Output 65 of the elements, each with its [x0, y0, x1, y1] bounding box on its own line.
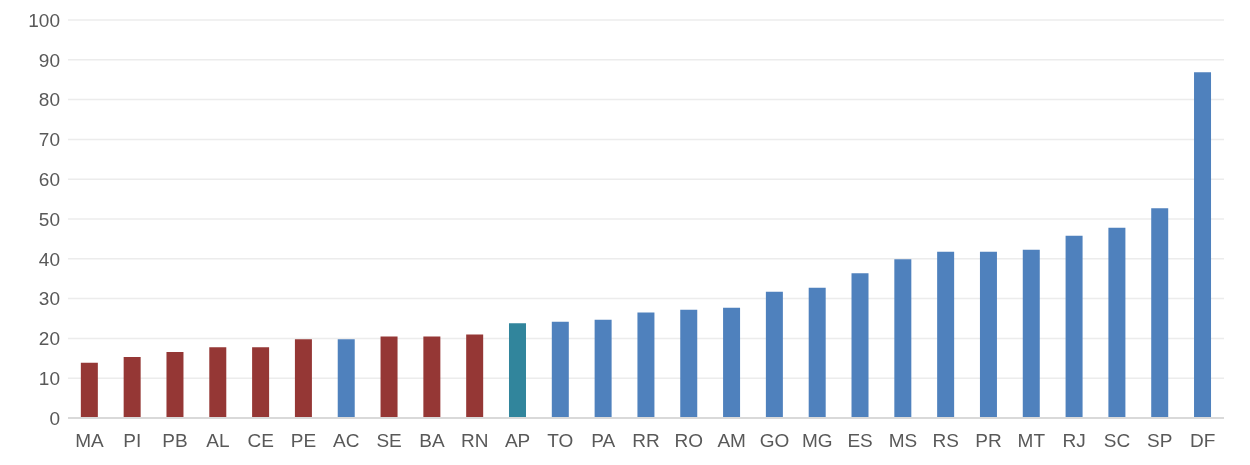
bar	[723, 307, 741, 418]
x-tick-label: MS	[888, 430, 918, 452]
x-tick-label: PB	[162, 430, 188, 452]
y-tick-label: 90	[38, 49, 60, 71]
x-tick-label: PE	[290, 430, 317, 452]
bar	[80, 362, 98, 418]
x-tick-label: CE	[247, 430, 274, 452]
bar	[851, 273, 869, 418]
bar	[466, 334, 484, 418]
x-tick-label: TO	[547, 430, 574, 452]
x-tick-label: RJ	[1062, 430, 1086, 452]
x-tick-label: PI	[123, 430, 142, 452]
y-tick-label: 70	[38, 129, 60, 151]
y-tick-label: 80	[38, 89, 60, 111]
y-tick-label: 60	[38, 168, 60, 190]
x-tick-label: GO	[759, 430, 790, 452]
bar	[123, 357, 141, 418]
x-tick-label: BA	[419, 430, 445, 452]
bar	[551, 321, 569, 418]
x-tick-label: MT	[1017, 430, 1046, 452]
bar	[423, 336, 441, 418]
bar	[680, 309, 698, 418]
y-tick-label: 30	[38, 288, 60, 310]
x-tick-label: PR	[975, 430, 1002, 452]
x-tick-label: SC	[1103, 430, 1131, 452]
y-tick-label: 10	[38, 367, 60, 389]
bar	[1108, 227, 1126, 418]
x-tick-label: RO	[674, 430, 704, 452]
bar	[808, 287, 826, 418]
x-tick-label: RS	[932, 430, 959, 452]
x-tick-label: ES	[847, 430, 873, 452]
x-tick-label: SE	[376, 430, 402, 452]
x-tick-label: AM	[717, 430, 746, 452]
x-tick-label: MG	[801, 430, 833, 452]
x-tick-label: MA	[75, 430, 104, 452]
bar	[166, 351, 184, 418]
bar	[294, 339, 312, 418]
bar	[765, 291, 783, 418]
bar	[380, 336, 398, 418]
y-tick-label: 0	[49, 407, 60, 429]
bar	[894, 259, 912, 418]
bar	[337, 339, 355, 418]
y-tick-label: 40	[38, 248, 60, 270]
bar	[937, 251, 955, 418]
y-tick-label: 100	[28, 9, 60, 31]
bar	[979, 251, 997, 418]
x-tick-label: RN	[461, 430, 489, 452]
bar	[594, 319, 612, 418]
x-tick-label: AP	[504, 430, 531, 452]
x-tick-label: DF	[1189, 430, 1216, 452]
bar	[508, 323, 526, 418]
bar	[1194, 72, 1212, 418]
x-tick-label: SP	[1147, 430, 1173, 452]
bar	[1065, 235, 1083, 418]
x-tick-label: RR	[632, 430, 660, 452]
bar	[637, 312, 655, 418]
y-tick-label: 50	[38, 208, 60, 230]
bar	[209, 347, 227, 418]
x-tick-label: PA	[591, 430, 616, 452]
y-tick-label: 20	[38, 328, 60, 350]
bar	[1151, 208, 1169, 418]
x-tick-label: AL	[206, 430, 230, 452]
bar	[1022, 249, 1040, 418]
x-tick-label: AC	[333, 430, 360, 452]
bar	[252, 347, 270, 418]
